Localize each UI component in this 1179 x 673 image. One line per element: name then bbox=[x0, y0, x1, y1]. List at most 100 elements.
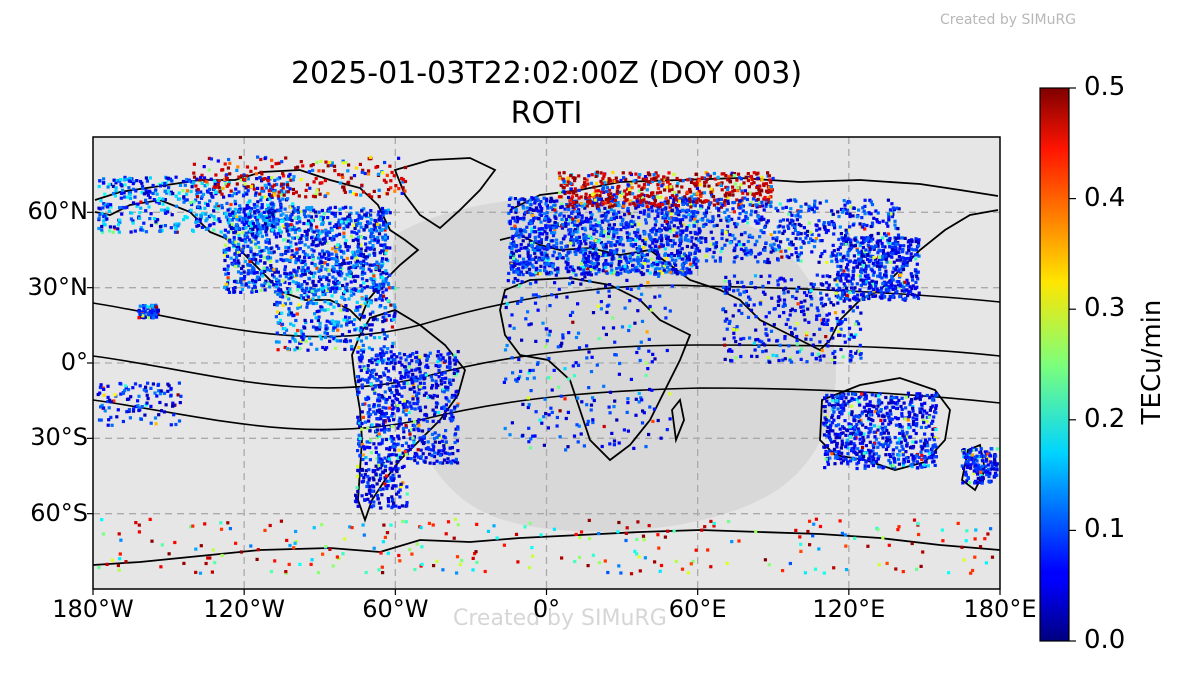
roti-point bbox=[509, 209, 513, 213]
roti-point bbox=[170, 213, 174, 217]
roti-point bbox=[276, 222, 280, 226]
roti-point bbox=[167, 186, 171, 190]
roti-point bbox=[653, 199, 657, 203]
roti-point bbox=[159, 208, 164, 212]
roti-point bbox=[283, 326, 287, 331]
roti-point bbox=[288, 172, 292, 177]
roti-point bbox=[118, 218, 122, 222]
roti-point bbox=[280, 182, 284, 186]
roti-point bbox=[439, 378, 443, 383]
roti-point bbox=[438, 453, 443, 457]
roti-point bbox=[722, 172, 726, 176]
roti-point bbox=[348, 339, 352, 343]
roti-point bbox=[675, 184, 679, 188]
roti-point bbox=[711, 195, 716, 199]
roti-point bbox=[248, 257, 252, 261]
roti-point bbox=[271, 185, 275, 189]
roti-point bbox=[604, 242, 608, 246]
roti-point bbox=[234, 187, 238, 191]
roti-point bbox=[592, 201, 596, 205]
roti-point bbox=[747, 185, 751, 189]
roti-point bbox=[310, 219, 314, 223]
roti-point bbox=[189, 208, 193, 212]
roti-point bbox=[669, 196, 673, 200]
roti-point bbox=[338, 225, 342, 229]
roti-point bbox=[560, 205, 564, 209]
roti-point bbox=[769, 200, 773, 204]
roti-point bbox=[367, 193, 371, 197]
roti-point bbox=[434, 386, 438, 390]
roti-point bbox=[276, 208, 280, 212]
roti-point bbox=[535, 266, 539, 270]
roti-point bbox=[531, 241, 535, 245]
roti-point bbox=[301, 332, 305, 336]
roti-point bbox=[301, 265, 305, 270]
roti-point bbox=[295, 273, 299, 277]
roti-point bbox=[769, 180, 773, 184]
roti-point bbox=[302, 289, 306, 293]
roti-point bbox=[449, 409, 453, 413]
roti-point bbox=[456, 427, 460, 431]
roti-point bbox=[274, 162, 278, 166]
roti-point bbox=[399, 376, 403, 381]
roti-point bbox=[381, 422, 385, 426]
roti-point bbox=[401, 178, 405, 182]
roti-point bbox=[513, 197, 517, 201]
roti-point bbox=[327, 254, 331, 258]
roti-point bbox=[381, 328, 385, 332]
roti-point bbox=[235, 168, 239, 172]
roti-point bbox=[542, 196, 546, 200]
roti-point bbox=[439, 382, 444, 386]
roti-point bbox=[314, 176, 318, 181]
roti-point bbox=[300, 287, 304, 291]
roti-point bbox=[648, 237, 652, 241]
roti-point bbox=[386, 299, 390, 303]
roti-point bbox=[532, 230, 536, 234]
roti-point bbox=[632, 220, 636, 224]
roti-point bbox=[437, 420, 441, 424]
roti-point bbox=[387, 453, 391, 457]
roti-point bbox=[360, 277, 365, 281]
roti-point bbox=[255, 217, 259, 221]
roti-point bbox=[288, 259, 292, 263]
roti-point bbox=[540, 207, 544, 211]
roti-point bbox=[626, 183, 630, 187]
roti-point bbox=[688, 197, 692, 201]
roti-point bbox=[526, 254, 530, 258]
roti-point bbox=[627, 187, 631, 192]
roti-point bbox=[661, 261, 665, 265]
roti-point bbox=[709, 230, 713, 234]
roti-point bbox=[407, 362, 411, 366]
roti-point bbox=[341, 175, 345, 179]
roti-point bbox=[200, 225, 204, 229]
roti-point bbox=[390, 318, 394, 322]
roti-point bbox=[571, 241, 576, 245]
roti-point bbox=[374, 450, 378, 454]
roti-point bbox=[694, 262, 698, 266]
roti-point bbox=[114, 186, 118, 190]
roti-point bbox=[582, 268, 586, 272]
roti-point bbox=[537, 217, 541, 221]
roti-point bbox=[771, 176, 775, 181]
roti-point bbox=[367, 346, 371, 350]
roti-point bbox=[726, 195, 730, 200]
roti-point bbox=[589, 215, 593, 219]
roti-point bbox=[644, 258, 648, 262]
roti-point bbox=[286, 197, 290, 201]
roti-point bbox=[352, 264, 356, 268]
roti-point bbox=[395, 459, 399, 464]
roti-point bbox=[407, 365, 411, 369]
roti-point bbox=[269, 223, 274, 227]
roti-point bbox=[291, 187, 295, 192]
roti-point bbox=[412, 401, 416, 406]
roti-point bbox=[678, 250, 682, 255]
roti-point bbox=[592, 265, 596, 269]
roti-point bbox=[678, 178, 682, 183]
roti-point bbox=[367, 267, 371, 271]
roti-point bbox=[265, 216, 269, 220]
roti-point bbox=[357, 390, 361, 394]
roti-point bbox=[529, 243, 534, 248]
roti-point bbox=[389, 186, 393, 190]
roti-point bbox=[612, 232, 616, 236]
roti-point bbox=[385, 382, 390, 386]
